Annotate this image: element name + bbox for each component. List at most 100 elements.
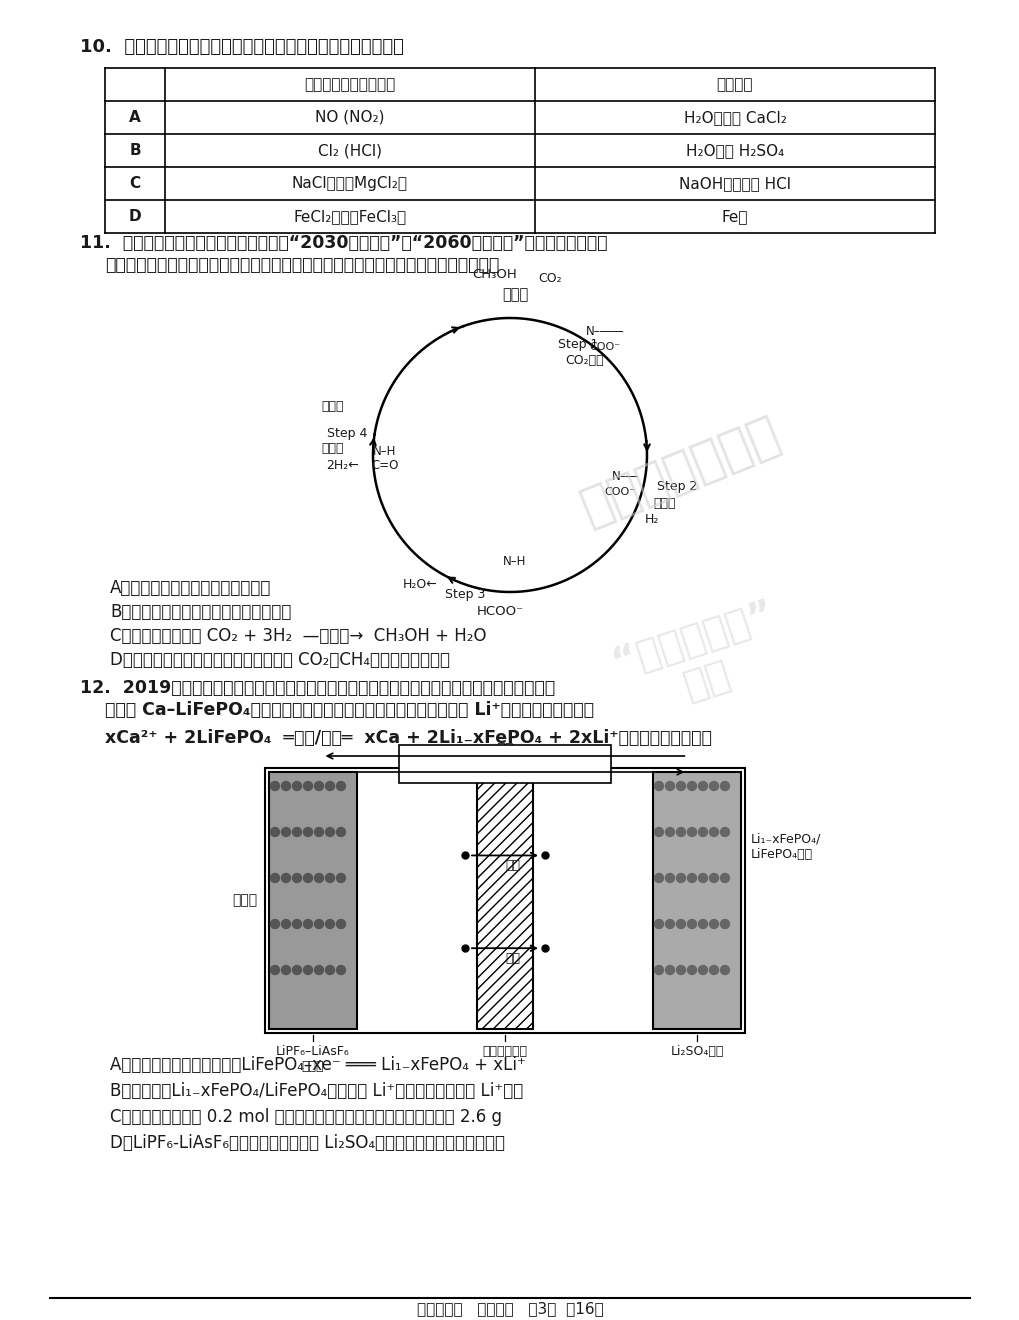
Circle shape xyxy=(270,874,279,883)
Text: 10.  下列除杂试剂选用正确且除杂过程不涉及氧化还原反应的是: 10. 下列除杂试剂选用正确且除杂过程不涉及氧化还原反应的是 xyxy=(79,38,404,55)
Circle shape xyxy=(292,874,302,883)
Circle shape xyxy=(719,828,729,837)
Text: 研发的 Ca–LiFePO₄可充电电池的工作示意图，锂离子导体膜只允许 Li⁺通过，电池反应为：: 研发的 Ca–LiFePO₄可充电电池的工作示意图，锂离子导体膜只允许 Li⁺通… xyxy=(105,701,593,719)
Circle shape xyxy=(698,965,707,974)
Text: C．充电时，当转移 0.2 mol 电子时，理论上左室中电解质的质量减轻 2.6 g: C．充电时，当转移 0.2 mol 电子时，理论上左室中电解质的质量减轻 2.6… xyxy=(110,1107,501,1126)
Circle shape xyxy=(314,828,323,837)
Circle shape xyxy=(325,920,334,928)
Text: xCa²⁺ + 2LiFePO₄  ═充电/放电═  xCa + 2Li₁₋xFePO₄ + 2xLi⁺。下列说法错误的是: xCa²⁺ + 2LiFePO₄ ═充电/放电═ xCa + 2Li₁₋xFeP… xyxy=(105,729,711,747)
Circle shape xyxy=(664,781,674,791)
Circle shape xyxy=(336,781,345,791)
Circle shape xyxy=(698,920,707,928)
Text: B．反应过程中只有极性键的断裂和形成: B．反应过程中只有极性键的断裂和形成 xyxy=(110,603,291,620)
Text: COO⁻: COO⁻ xyxy=(604,487,635,498)
Circle shape xyxy=(336,828,345,837)
Circle shape xyxy=(325,781,334,791)
Text: CO₂捕获: CO₂捕获 xyxy=(566,354,603,367)
Circle shape xyxy=(304,874,312,883)
Circle shape xyxy=(719,874,729,883)
Circle shape xyxy=(719,965,729,974)
Text: HCOO⁻: HCOO⁻ xyxy=(476,605,523,618)
Text: A: A xyxy=(129,110,141,125)
Circle shape xyxy=(676,828,685,837)
Text: Step 4: Step 4 xyxy=(326,426,367,440)
Circle shape xyxy=(687,781,696,791)
Circle shape xyxy=(281,781,290,791)
Text: D．LiPF₆-LiAsF₆为非水电解质，其与 Li₂SO₄溶液的主要作用都是传递离子: D．LiPF₆-LiAsF₆为非水电解质，其与 Li₂SO₄溶液的主要作用都是传… xyxy=(110,1134,504,1152)
Text: B: B xyxy=(129,143,141,158)
Circle shape xyxy=(709,828,717,837)
Text: 12.  2019年诺贝尔化学奖颁给在锂离子电池发展方面作出突出贡献的三位科学家。下面是最近: 12. 2019年诺贝尔化学奖颁给在锂离子电池发展方面作出突出贡献的三位科学家。… xyxy=(79,678,554,697)
Text: NaOH溶液、稀 HCl: NaOH溶液、稀 HCl xyxy=(679,176,790,191)
Text: 钙电极: 钙电极 xyxy=(231,894,257,908)
Circle shape xyxy=(719,920,729,928)
Circle shape xyxy=(687,828,696,837)
Text: 11.  为应对全球气候问题，中国政府承诺“2030年碳达峰”、“2060年碳中和”。科学家使用络合: 11. 为应对全球气候问题，中国政府承诺“2030年碳达峰”、“2060年碳中和… xyxy=(79,234,607,252)
Circle shape xyxy=(314,920,323,928)
Text: Li₁₋xFePO₄/: Li₁₋xFePO₄/ xyxy=(750,832,820,845)
Text: 「高考早知道」: 「高考早知道」 xyxy=(573,408,786,532)
Circle shape xyxy=(304,828,312,837)
Circle shape xyxy=(336,965,345,974)
Circle shape xyxy=(687,965,696,974)
Text: 充电: 充电 xyxy=(496,759,514,774)
Text: H₂O、浓 H₂SO₄: H₂O、浓 H₂SO₄ xyxy=(685,143,784,158)
Circle shape xyxy=(292,781,302,791)
Text: C=O: C=O xyxy=(371,459,398,473)
Circle shape xyxy=(664,965,674,974)
Text: 锂离子导体膜: 锂离子导体膜 xyxy=(482,1045,527,1059)
Text: H₂O←: H₂O← xyxy=(403,578,437,591)
Circle shape xyxy=(281,828,290,837)
Circle shape xyxy=(304,965,312,974)
Circle shape xyxy=(687,920,696,928)
Circle shape xyxy=(314,781,323,791)
Text: NO (NO₂): NO (NO₂) xyxy=(315,110,384,125)
Circle shape xyxy=(654,965,662,974)
Text: N–――: N–―― xyxy=(585,325,624,338)
Circle shape xyxy=(270,781,279,791)
Circle shape xyxy=(292,828,302,837)
Circle shape xyxy=(709,781,717,791)
Text: 催化剂: 催化剂 xyxy=(321,442,344,455)
Circle shape xyxy=(304,920,312,928)
Text: D．开发太阳能、风能等再生能源可降低 CO₂、CH₄温室气体的碳排放: D．开发太阳能、风能等再生能源可降低 CO₂、CH₄温室气体的碳排放 xyxy=(110,651,449,669)
Circle shape xyxy=(709,874,717,883)
Circle shape xyxy=(336,920,345,928)
Text: LiPF₆–LiAsF₆: LiPF₆–LiAsF₆ xyxy=(276,1045,350,1059)
Circle shape xyxy=(304,781,312,791)
Bar xyxy=(652,772,740,1030)
Circle shape xyxy=(719,781,729,791)
Text: NaCl溶液（MgCl₂）: NaCl溶液（MgCl₂） xyxy=(291,176,408,191)
Text: A．放电时，负极反应应为：LiFePO₄–xe⁻ ═══ Li₁₋xFePO₄ + xLi⁺: A．放电时，负极反应应为：LiFePO₄–xe⁻ ═══ Li₁₋xFePO₄ … xyxy=(110,1056,526,1074)
Text: 物作催化剂，用多聚物来捕获二氧化碳，反应可能的过程如图所示。下列叙述错误的是: 物作催化剂，用多聚物来捕获二氧化碳，反应可能的过程如图所示。下列叙述错误的是 xyxy=(105,256,498,275)
Text: 电解质: 电解质 xyxy=(302,1060,324,1073)
Circle shape xyxy=(676,874,685,883)
Circle shape xyxy=(654,781,662,791)
Text: N–H: N–H xyxy=(502,554,526,568)
Text: H₂: H₂ xyxy=(644,513,658,525)
Text: Cl₂ (HCl): Cl₂ (HCl) xyxy=(318,143,382,158)
Circle shape xyxy=(698,781,707,791)
Circle shape xyxy=(281,965,290,974)
Circle shape xyxy=(676,920,685,928)
Text: 催化剂: 催化剂 xyxy=(321,400,344,413)
Text: 多聚胺: 多聚胺 xyxy=(501,288,528,302)
Circle shape xyxy=(325,874,334,883)
Text: “高考早知道”
资料: “高考早知道” 资料 xyxy=(606,595,792,725)
Text: H₂O、无水 CaCl₂: H₂O、无水 CaCl₂ xyxy=(683,110,786,125)
Circle shape xyxy=(676,781,685,791)
Circle shape xyxy=(314,965,323,974)
Circle shape xyxy=(654,828,662,837)
Circle shape xyxy=(664,920,674,928)
Text: A．该反应若得以推广有利于碳中和: A．该反应若得以推广有利于碳中和 xyxy=(110,579,271,597)
Text: 高三收网题   理科综合   第3页  共16页: 高三收网题 理科综合 第3页 共16页 xyxy=(416,1302,603,1316)
Text: 放电: 放电 xyxy=(496,742,514,756)
Circle shape xyxy=(664,828,674,837)
Circle shape xyxy=(709,965,717,974)
Bar xyxy=(399,744,610,783)
Text: Step 2: Step 2 xyxy=(656,480,697,492)
Text: D: D xyxy=(128,209,142,224)
Text: B．充电时，Li₁₋xFePO₄/LiFePO₄电极发生 Li⁺脱嵌，放电时发生 Li⁺嵌入: B．充电时，Li₁₋xFePO₄/LiFePO₄电极发生 Li⁺脱嵌，放电时发生… xyxy=(110,1082,523,1100)
Text: 脱嵌: 脱嵌 xyxy=(505,859,520,873)
Circle shape xyxy=(709,920,717,928)
